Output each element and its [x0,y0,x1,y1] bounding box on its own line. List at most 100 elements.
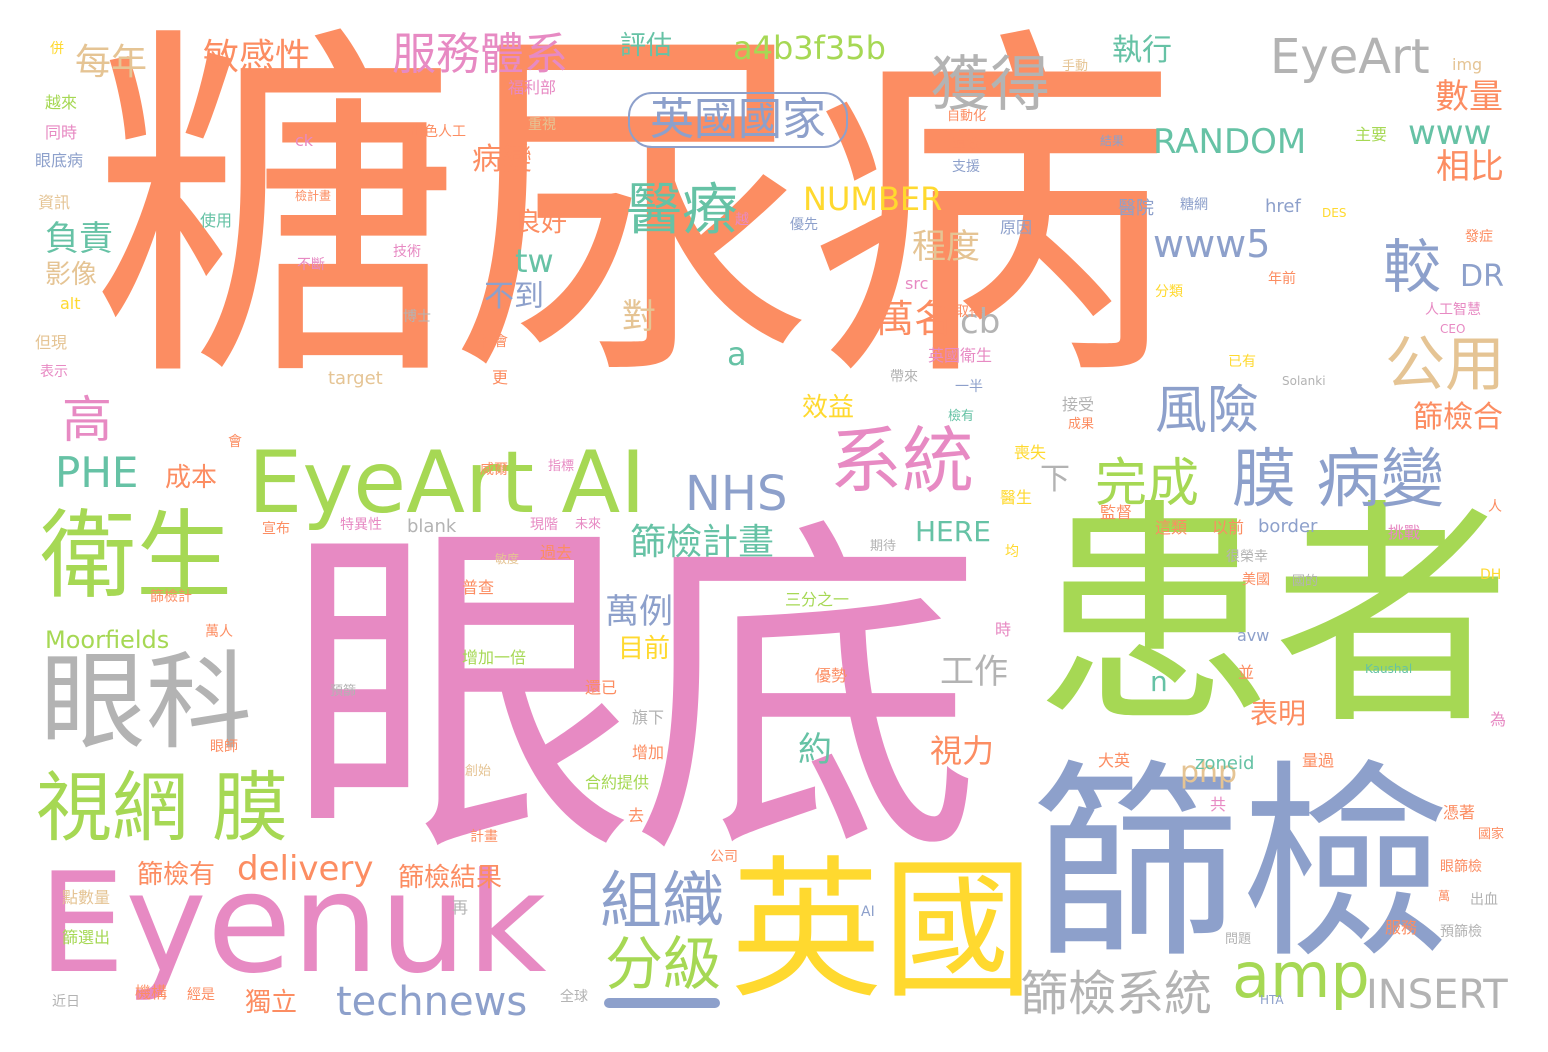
word-yanshi: 眼師 [210,739,238,755]
word-wei: 為 [1490,710,1507,729]
word-wan: 萬 [1438,889,1451,903]
word-bing: 並 [1238,663,1255,682]
word-dui: 對 [622,297,656,337]
word-qu: 去 [628,806,645,825]
word-youxian: 優先 [790,217,818,233]
word-eyeart-ai: EyeArt AI [248,433,646,533]
word-a4b3f35b: a4b3f35b [733,29,886,67]
word-buduan: 不斷 [297,257,325,273]
word-shili: 視力 [930,732,995,770]
word-yiliao: 醫療 [626,178,738,243]
word-teyixing: 特異性 [340,517,382,533]
word-biaoshi: 表示 [40,364,68,380]
word-here: HERE [915,515,991,548]
word-chuxue: 出血 [1470,892,1498,908]
word-kaushal: Kaushal [1365,662,1413,676]
word-ren: 人 [1488,499,1502,515]
word-zhuyao: 主要 [1355,125,1388,144]
word-shaijianhe: 篩檢合 [1413,400,1503,435]
word-moorfields: Moorfields [45,626,170,654]
word-shaijianyou: 篩檢有 [137,860,216,890]
word-jun: 均 [1005,544,1019,560]
word-tangniaobing: 糖尿病 [92,0,1176,426]
word-pingzhe: 憑著 [1443,803,1476,822]
word-mindu: 敏度 [495,552,520,566]
word-fenji-underline [604,998,720,1008]
word-minganxing: 敏感性 [203,37,312,78]
word-zai: 再 [452,898,469,917]
word-zidonghua: 自動化 [947,109,987,124]
word-yingguo-guojia: 英國國家 [628,92,848,148]
word-ai: AI [861,904,875,920]
word-dr: DR [1460,259,1504,294]
word-href: href [1265,196,1301,217]
word-dh: DH [1480,567,1502,583]
word-jianjihua: 檢計畫 [295,189,332,203]
word-lianghao: 良好 [515,208,568,238]
word-jieguo: 結果 [1100,134,1125,148]
word-zhibiao: 指標 [548,459,575,474]
word-border: border [1258,516,1318,537]
word-nianqian: 年前 [1268,271,1296,287]
word-gongyong: 公用 [1385,330,1505,400]
word-yandi: 眼底 [285,491,983,901]
word-eyenuk: Eyenuk [38,843,547,1004]
word-yushai: 預篩 [330,684,357,699]
word-jianyou: 檢有 [948,409,975,424]
word-qixia: 旗下 [632,708,665,727]
word-bing2: 併 [50,41,64,57]
word-muqian: 目前 [618,634,671,664]
word-yuelai: 越來 [45,93,78,112]
word-guojia: 國家 [1478,827,1505,842]
word-weilai: 未來 [575,517,602,532]
word-yanshaijian: 眼篩檢 [1440,859,1482,875]
word-hta: HTA [1260,993,1284,1007]
word-weier: 威爾 [480,462,508,478]
word-henrongxing: 很榮幸 [1226,549,1268,565]
word-tangwang: 糖網 [1180,197,1208,213]
word-fulibu: 福利部 [508,78,557,97]
word-yiqian: 以前 [1212,518,1245,537]
word-zoneid: zoneid [1195,753,1255,774]
word-yuanyin: 原因 [1000,218,1033,237]
word-jigou: 機構 [135,983,168,1002]
word-shiwang-mo: 視網 膜 [36,763,289,852]
word-tongshi: 同時 [45,123,78,142]
word-meinian: 每年 [75,42,148,83]
word-xianjie: 現階 [530,517,558,533]
word-yiyou: 已有 [1228,354,1256,370]
word-daying: 大英 [1098,751,1131,770]
word-gongzuo: 工作 [940,652,1008,692]
word-amp: amp [1232,939,1370,1012]
word-yingxiang: 影像 [45,260,98,290]
word-chengdu: 程度 [912,227,980,267]
word-guode: 國的 [1292,574,1319,589]
word-jihua: 計畫 [470,829,498,845]
word-heyue-tigong: 合約提供 [585,773,650,792]
word-bingbian: 病變 [472,142,532,177]
word-danxian: 但現 [35,333,68,352]
word-ck: ck [295,131,314,150]
word-qidai: 期待 [870,539,897,554]
word-a: a [727,335,747,373]
word-haiyi: 還已 [585,678,618,697]
word-wanli: 萬例 [605,592,673,632]
word-mo-bingbian: 膜 病變 [1232,443,1445,517]
word-n: n [1150,665,1168,698]
word-yingguo-weisheng: 英國衛生 [928,346,993,365]
word-huode: 獲得 [930,50,1050,120]
word-des: DES [1322,206,1347,220]
word-gongsi: 公司 [710,849,738,865]
word-tw: tw [515,242,554,280]
word-fenlei: 分類 [1155,284,1183,300]
word-yushaijian: 預篩檢 [1440,924,1482,940]
word-zixun: 資訊 [38,193,71,212]
word-img: img [1452,55,1483,74]
word-gao: 高 [62,391,112,449]
word-wancheng: 完成 [1095,454,1200,514]
word-chuse-rengong: 出色人工 [410,124,466,140]
word-fazheng: 發症 [1465,229,1493,245]
word-zhixing: 執行 [1112,33,1172,68]
word-jieshou: 接受 [1062,395,1095,414]
